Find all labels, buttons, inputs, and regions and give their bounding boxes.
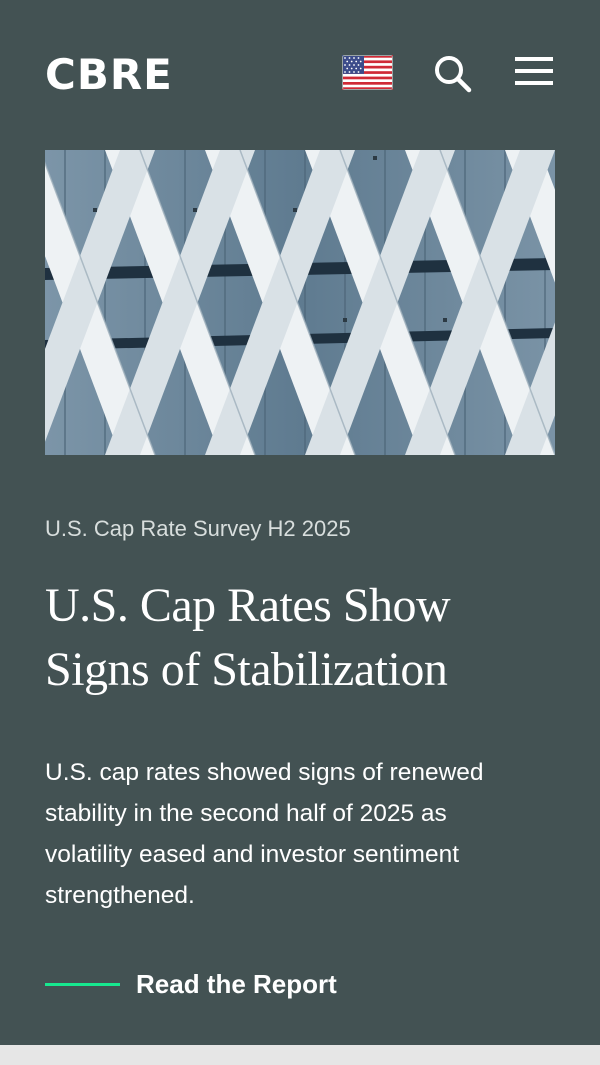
site-header: CBRE	[45, 50, 555, 99]
hamburger-menu-icon[interactable]	[515, 55, 555, 89]
hero-image	[45, 150, 555, 455]
footer-strip	[0, 1045, 600, 1065]
read-report-label: Read the Report	[136, 968, 337, 999]
page-title: U.S. Cap Rates Show Signs of Stabilizati…	[45, 579, 451, 696]
search-icon[interactable]	[433, 54, 473, 94]
report-eyebrow: U.S. Cap Rate Survey H2 2025	[45, 516, 351, 541]
hero-description: U.S. cap rates showed signs of renewed s…	[45, 759, 484, 909]
cbre-logo[interactable]: CBRE	[45, 50, 173, 99]
accent-line-icon	[45, 982, 120, 986]
us-flag-icon[interactable]	[342, 55, 393, 90]
read-report-link[interactable]: Read the Report	[45, 964, 337, 1004]
